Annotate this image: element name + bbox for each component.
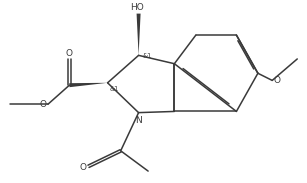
- Text: N: N: [135, 116, 142, 125]
- Text: HO: HO: [130, 3, 144, 12]
- Text: O: O: [80, 163, 87, 172]
- Text: &1: &1: [110, 87, 119, 92]
- Text: O: O: [39, 100, 46, 109]
- Polygon shape: [69, 83, 107, 87]
- Polygon shape: [137, 14, 141, 55]
- Text: &1: &1: [143, 53, 152, 59]
- Text: O: O: [273, 76, 280, 85]
- Text: O: O: [66, 49, 73, 58]
